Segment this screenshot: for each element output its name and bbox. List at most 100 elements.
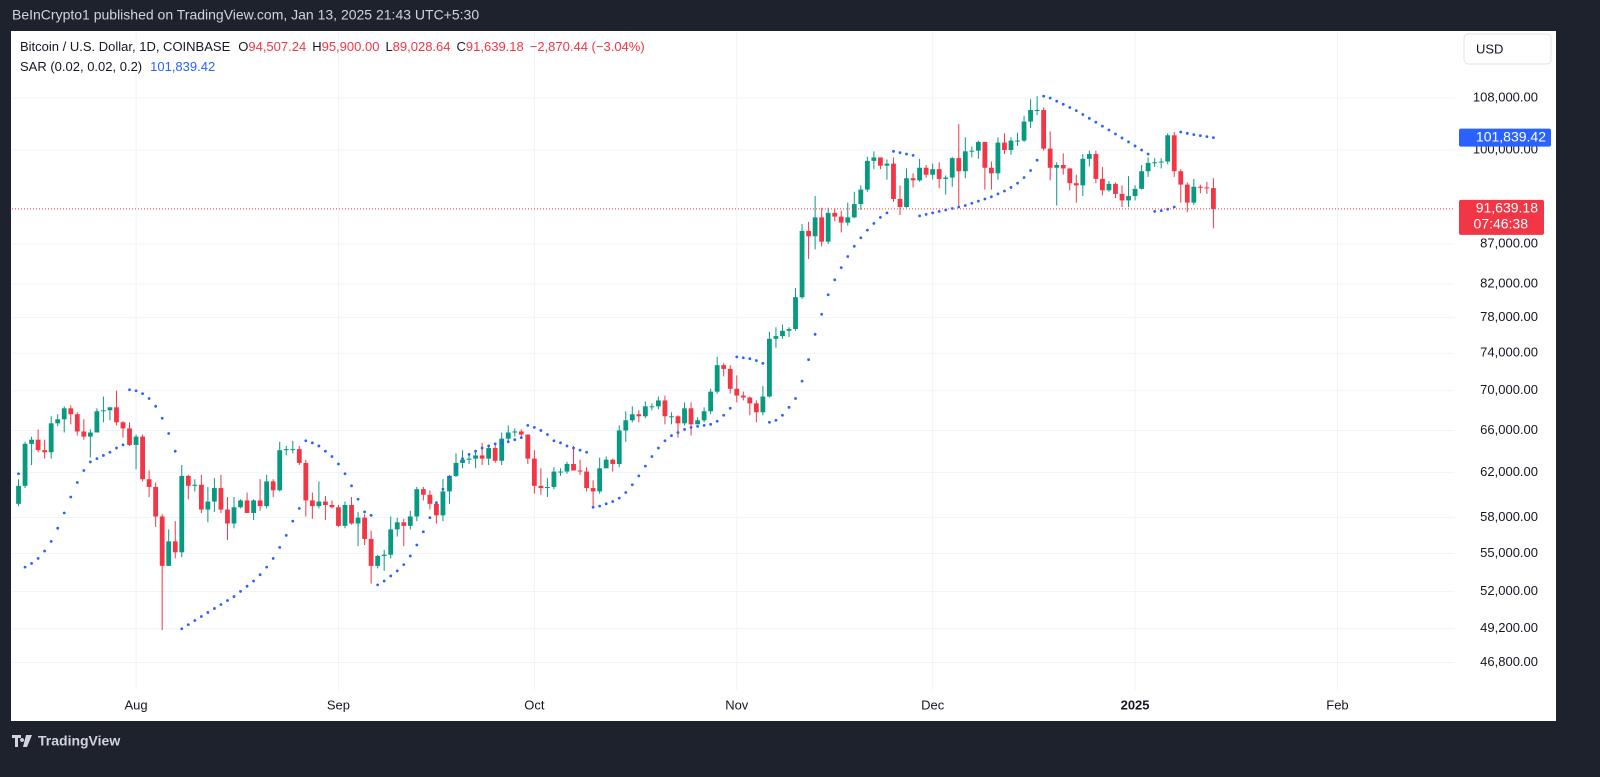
candle-body <box>388 529 394 555</box>
candle-body <box>708 391 714 412</box>
sar-dot <box>1048 96 1052 100</box>
ohlc-label: L <box>385 39 392 54</box>
candle-body <box>1119 193 1125 201</box>
sar-dot <box>637 474 641 478</box>
candle-body <box>251 500 256 514</box>
sar-dot <box>343 472 347 476</box>
sar-dot <box>43 549 47 553</box>
candle-body <box>989 167 994 174</box>
candle-body <box>153 486 159 517</box>
sar-dot <box>598 504 602 508</box>
sar-dot <box>474 449 477 453</box>
sar-dot <box>754 359 758 362</box>
sar-dot <box>885 211 889 215</box>
candle-body <box>1067 168 1073 184</box>
sar-dot <box>395 569 399 573</box>
sar-dot <box>905 152 908 156</box>
ohlc-label: H <box>312 39 321 54</box>
publisher-line: BeInCrypto1 published on TradingView.com… <box>12 7 479 23</box>
sar-dot <box>820 312 824 316</box>
sar-dot <box>389 574 393 578</box>
candle-body <box>956 158 962 172</box>
sar-dot <box>807 358 810 362</box>
sar-dot <box>761 361 765 365</box>
y-tick-label: 55,000.00 <box>1480 545 1538 560</box>
candle-body <box>701 411 707 421</box>
sar-dot <box>448 475 451 479</box>
candle-body <box>1073 183 1079 186</box>
candle-body <box>355 517 361 524</box>
sar-dot <box>382 579 386 583</box>
sar-dot <box>774 418 778 422</box>
sar-dot <box>722 413 726 417</box>
sar-dot <box>1212 136 1215 140</box>
candle-body <box>427 494 433 504</box>
sar-dot <box>23 565 27 569</box>
candle-body <box>1106 183 1112 191</box>
sar-dot <box>154 404 158 408</box>
sar-dot <box>1198 134 1202 138</box>
sar-dot <box>591 505 595 509</box>
candle-body <box>636 414 642 417</box>
sar-dot <box>1035 158 1039 162</box>
candle-body <box>669 416 674 418</box>
x-tick-label: Sep <box>327 697 350 712</box>
candle-body <box>1086 154 1092 159</box>
candle-body <box>407 516 413 526</box>
candle-body <box>1139 171 1144 189</box>
candle-body <box>780 330 785 337</box>
ohlc-value: 89,028.64 <box>393 39 451 54</box>
last-price-tag <box>1459 199 1544 235</box>
sar-dot <box>1153 210 1157 213</box>
sar-dot <box>931 211 935 215</box>
sar-dot <box>1022 176 1026 179</box>
sar-dot <box>330 455 334 458</box>
candle-body <box>420 489 426 495</box>
sar-dot <box>376 583 380 587</box>
sar-dot <box>454 465 458 469</box>
candle-body <box>871 157 877 161</box>
candle-body <box>107 407 113 411</box>
sar-dot <box>232 595 236 598</box>
candle-body <box>231 507 237 524</box>
candle-body <box>159 516 165 566</box>
sar-dot <box>728 406 732 410</box>
candle-body <box>1002 142 1007 150</box>
sar-dot <box>317 444 321 448</box>
y-tick-label: 70,000.00 <box>1480 382 1538 397</box>
sar-dot <box>852 244 856 248</box>
candle-body <box>16 485 21 504</box>
x-tick-label: Dec <box>921 697 945 712</box>
sar-dot <box>147 397 151 400</box>
sar-dot <box>1087 116 1091 120</box>
candle-body <box>603 459 609 469</box>
y-tick-label: 46,800.00 <box>1480 654 1538 669</box>
candle-body <box>910 178 916 181</box>
sar-dot <box>513 438 517 442</box>
ohlc-value: 95,900.00 <box>322 39 380 54</box>
sar-dot <box>102 454 105 457</box>
candle-body <box>296 449 302 463</box>
currency-button[interactable] <box>1463 33 1552 65</box>
y-tick-label: 74,000.00 <box>1480 345 1538 360</box>
sar-dot <box>487 444 491 448</box>
sar-dot <box>467 452 471 456</box>
candle-body <box>447 475 452 492</box>
sar-dot <box>30 561 33 565</box>
currency-label[interactable]: USD <box>1476 41 1503 56</box>
sar-dot <box>408 554 412 558</box>
sar-dot <box>95 457 99 461</box>
candle-body <box>949 158 955 178</box>
candle-body <box>1178 171 1184 185</box>
candle-body <box>362 517 367 539</box>
candle-body <box>1021 121 1027 141</box>
sar-dot <box>284 533 288 537</box>
sar-dot <box>539 429 543 432</box>
sar-dot <box>911 154 915 157</box>
indicator-name: SAR (0.02, 0.02, 0.2) <box>20 59 142 74</box>
y-tick-label: 78,000.00 <box>1480 309 1538 324</box>
sar-dot <box>1114 132 1117 136</box>
candle-body <box>610 459 616 464</box>
sar-dot <box>304 439 308 443</box>
